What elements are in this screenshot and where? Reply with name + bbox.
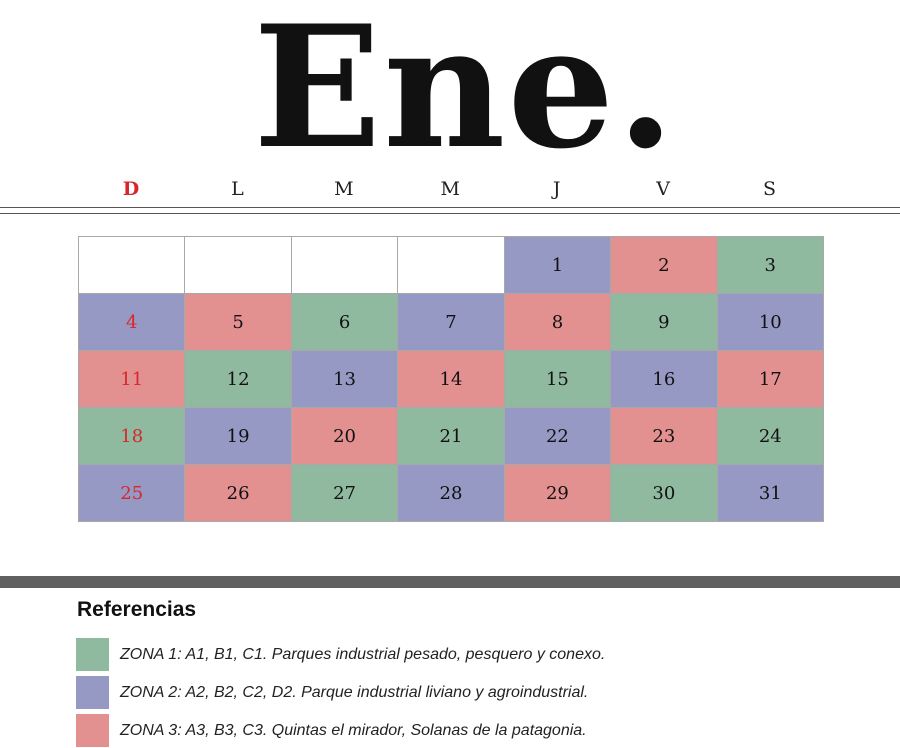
day-cell: 29 <box>503 464 612 522</box>
weekday-label: S <box>763 178 777 200</box>
divider-bar <box>0 576 900 588</box>
calendar-grid: 1 2 3 4 5 6 7 8 9 10 11 12 13 14 15 16 17 18 19 20 21 22 23 24 2… <box>78 236 824 522</box>
day-cell: 31 <box>716 464 824 522</box>
legend-label: ZONA 3: A3, B3, C3. Quintas el mirador, … <box>120 722 587 739</box>
day-cell: 20 <box>290 407 399 465</box>
legend-swatch <box>76 676 109 709</box>
day-cell: 9 <box>610 293 718 351</box>
day-cell: 18 <box>78 407 186 465</box>
day-cell: 16 <box>610 350 718 408</box>
day-cell: 8 <box>503 293 612 351</box>
day-cell <box>290 236 399 294</box>
weekday-label: M <box>334 178 354 200</box>
day-cell: 4 <box>78 293 186 351</box>
day-cell <box>397 236 505 294</box>
day-cell: 17 <box>716 350 824 408</box>
weekday-label: M <box>440 178 461 200</box>
weekday-label: L <box>231 178 244 200</box>
day-cell: 27 <box>290 464 399 522</box>
rule <box>0 207 900 208</box>
day-cell: 13 <box>290 350 399 408</box>
day-cell: 22 <box>503 407 612 465</box>
day-cell: 19 <box>184 407 292 465</box>
day-cell: 2 <box>610 236 718 294</box>
day-cell: 21 <box>397 407 505 465</box>
weekday-label: J <box>552 178 561 200</box>
weekday-label: V <box>656 178 670 200</box>
day-cell: 30 <box>610 464 718 522</box>
legend-label: ZONA 2: A2, B2, C2, D2. Parque industria… <box>120 684 589 701</box>
day-cell <box>78 236 186 294</box>
month-title: Ene. <box>253 0 677 186</box>
day-cell: 23 <box>610 407 718 465</box>
day-cell: 28 <box>397 464 505 522</box>
day-cell: 24 <box>716 407 824 465</box>
legend-swatch <box>76 714 109 747</box>
day-cell: 11 <box>78 350 186 408</box>
day-cell: 26 <box>184 464 292 522</box>
references-title: Referencias <box>77 598 197 621</box>
day-cell: 15 <box>503 350 612 408</box>
day-cell: 7 <box>397 293 505 351</box>
day-cell <box>184 236 292 294</box>
day-cell: 6 <box>290 293 399 351</box>
legend-label: ZONA 1: A1, B1, C1. Parques industrial p… <box>120 646 606 663</box>
day-cell: 5 <box>184 293 292 351</box>
day-cell: 1 <box>503 236 612 294</box>
rule <box>0 213 900 214</box>
day-cell: 3 <box>716 236 824 294</box>
day-cell: 12 <box>184 350 292 408</box>
day-cell: 25 <box>78 464 186 522</box>
legend-swatch <box>76 638 109 671</box>
day-cell: 14 <box>397 350 505 408</box>
day-cell: 10 <box>716 293 824 351</box>
weekday-label: D <box>122 178 140 200</box>
